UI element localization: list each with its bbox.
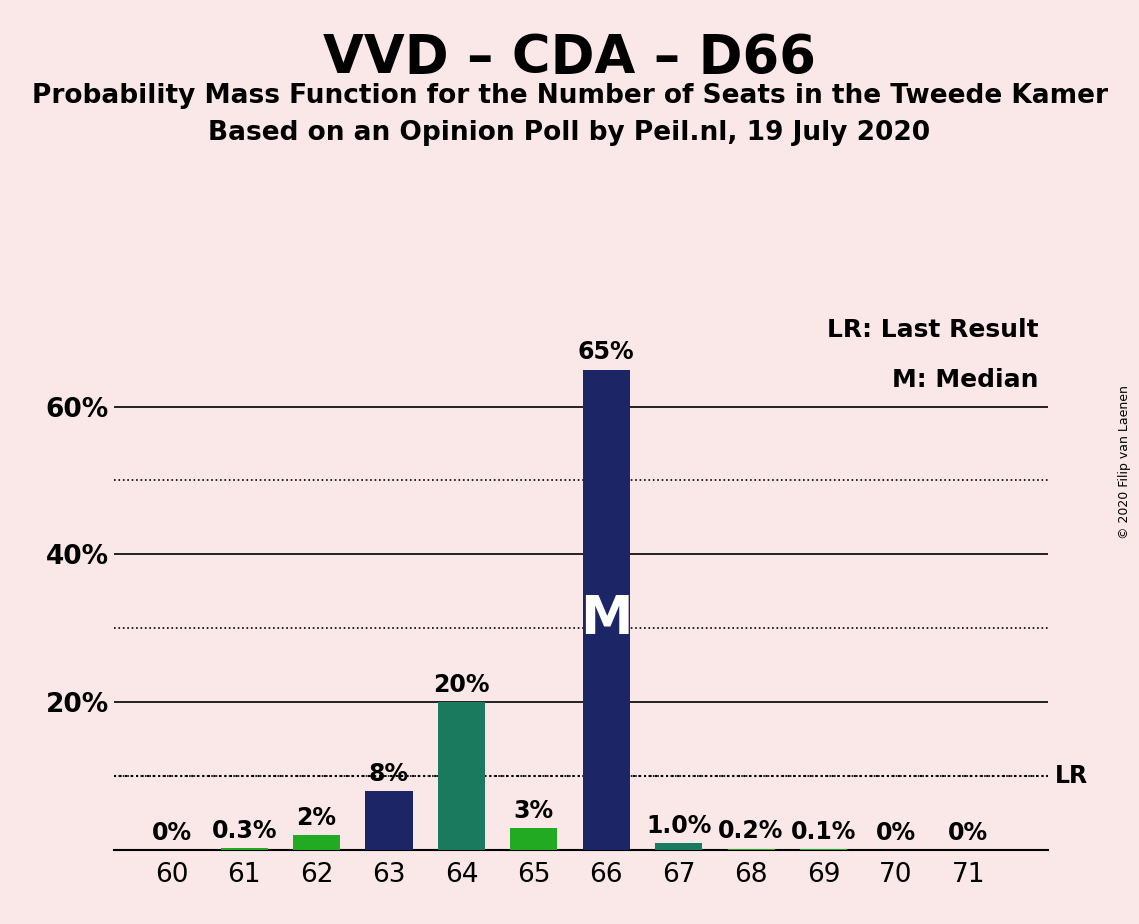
Text: 65%: 65% [577, 340, 634, 364]
Text: 0%: 0% [151, 821, 191, 845]
Bar [437, 702, 485, 850]
Bar [221, 848, 268, 850]
Bar [366, 791, 412, 850]
Text: 0%: 0% [948, 821, 989, 845]
Text: M: Median: M: Median [892, 368, 1039, 392]
Text: 1.0%: 1.0% [646, 813, 712, 837]
Text: © 2020 Filip van Laenen: © 2020 Filip van Laenen [1118, 385, 1131, 539]
Bar [510, 828, 557, 850]
Text: VVD – CDA – D66: VVD – CDA – D66 [323, 32, 816, 84]
Text: 20%: 20% [433, 673, 490, 697]
Text: 8%: 8% [369, 761, 409, 785]
Text: 0.1%: 0.1% [790, 821, 857, 845]
Bar [728, 848, 775, 850]
Text: 0.2%: 0.2% [719, 820, 784, 844]
Bar [655, 843, 702, 850]
Bar [583, 370, 630, 850]
Text: LR: Last Result: LR: Last Result [827, 318, 1039, 342]
Bar [293, 835, 341, 850]
Text: LR: LR [1055, 764, 1088, 788]
Text: 0%: 0% [876, 821, 916, 845]
Text: Based on an Opinion Poll by Peil.nl, 19 July 2020: Based on an Opinion Poll by Peil.nl, 19 … [208, 120, 931, 146]
Text: Probability Mass Function for the Number of Seats in the Tweede Kamer: Probability Mass Function for the Number… [32, 83, 1107, 109]
Text: 3%: 3% [514, 798, 554, 822]
Text: M: M [580, 593, 632, 646]
Text: 2%: 2% [296, 806, 337, 830]
Text: 0.3%: 0.3% [212, 819, 277, 843]
